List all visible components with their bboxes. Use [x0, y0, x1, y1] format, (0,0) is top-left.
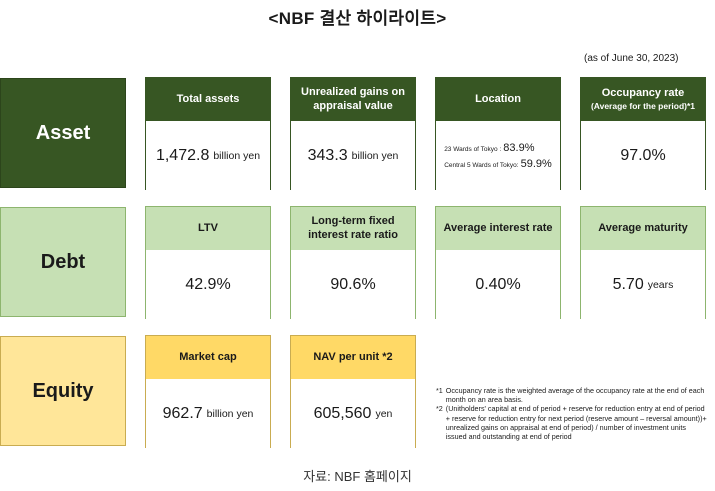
card-header: LTV — [146, 207, 270, 250]
category-asset: Asset — [0, 78, 126, 188]
card-header: Average maturity — [581, 207, 705, 250]
location-list: 23 Wards of Tokyo : 83.9% Central 5 Ward… — [444, 142, 552, 170]
card-header: Unrealized gains on appraisal value — [291, 78, 415, 121]
card-value: 90.6% — [330, 276, 376, 293]
card-body: 343.3 billion yen — [291, 121, 415, 191]
card-header: Total assets — [146, 78, 270, 121]
category-equity: Equity — [0, 336, 126, 446]
footnote-text: Occupancy rate is the weighted average o… — [445, 386, 705, 405]
footnotes: *1 Occupancy rate is the weighted averag… — [436, 386, 708, 441]
card-header-title: Occupancy rate — [601, 87, 685, 100]
location-row: Central 5 Wards of Tokyo: 59.9% — [444, 158, 552, 170]
card-unrealized-gains: Unrealized gains on appraisal value 343.… — [290, 77, 416, 191]
card-nav-per-unit: NAV per unit *2 605,560 yen — [290, 335, 416, 449]
card-body: 5.70 years — [581, 250, 705, 320]
card-total-assets: Total assets 1,472.8 billion yen — [145, 77, 271, 191]
card-market-cap: Market cap 962.7 billion yen — [145, 335, 271, 449]
footnote-text: (Unitholders' capital at end of period +… — [445, 404, 707, 442]
card-unit: billion yen — [351, 150, 399, 162]
card-occupancy-rate: Occupancy rate (Average for the period)*… — [580, 77, 706, 191]
card-value: 5.70 — [612, 276, 644, 293]
card-header: NAV per unit *2 — [291, 336, 415, 379]
card-value: 962.7 — [162, 405, 203, 422]
category-debt: Debt — [0, 207, 126, 317]
card-value: 605,560 — [313, 405, 372, 422]
location-row: 23 Wards of Tokyo : 83.9% — [444, 142, 552, 154]
card-body: 42.9% — [146, 250, 270, 320]
card-location: Location 23 Wards of Tokyo : 83.9% Centr… — [435, 77, 561, 191]
card-average-interest-rate: Average interest rate 0.40% — [435, 206, 561, 320]
card-body: 97.0% — [581, 121, 705, 191]
card-value: 1,472.8 — [155, 147, 210, 164]
page-title: <NBF 결산 하이라이트> — [268, 9, 447, 28]
card-value: 343.3 — [307, 147, 348, 164]
footnote: *2 (Unitholders' capital at end of perio… — [436, 404, 708, 441]
card-unit: billion yen — [206, 408, 254, 420]
location-area: 23 Wards of Tokyo : — [444, 146, 502, 153]
card-body: 90.6% — [291, 250, 415, 320]
card-header: Long-term fixed interest rate ratio — [291, 207, 415, 250]
card-body: 962.7 billion yen — [146, 379, 270, 449]
card-value: 0.40% — [475, 276, 521, 293]
card-body: 1,472.8 billion yen — [146, 121, 270, 191]
location-area: Central 5 Wards of Tokyo: — [444, 162, 519, 169]
card-body: 605,560 yen — [291, 379, 415, 449]
footnote: *1 Occupancy rate is the weighted averag… — [436, 386, 708, 404]
card-header: Occupancy rate (Average for the period)*… — [581, 78, 705, 121]
card-ltv: LTV 42.9% — [145, 206, 271, 320]
card-unit: billion yen — [213, 150, 261, 162]
as-of-date: (as of June 30, 2023) — [584, 53, 679, 64]
card-body: 23 Wards of Tokyo : 83.9% Central 5 Ward… — [436, 121, 560, 191]
card-value: 97.0% — [620, 147, 666, 164]
card-fixed-rate-ratio: Long-term fixed interest rate ratio 90.6… — [290, 206, 416, 320]
card-header: Location — [436, 78, 560, 121]
card-header: Average interest rate — [436, 207, 560, 250]
source-caption: 자료: NBF 홈페이지 — [303, 469, 412, 484]
location-pct: 83.9% — [503, 142, 535, 154]
card-body: 0.40% — [436, 250, 560, 320]
card-unit: yen — [375, 408, 393, 420]
footnote-key: *2 — [436, 404, 443, 414]
card-unit: years — [647, 279, 674, 291]
card-header: Market cap — [146, 336, 270, 379]
card-header-subtitle: (Average for the period)*1 — [590, 101, 696, 112]
card-value: 42.9% — [185, 276, 231, 293]
footnote-key: *1 — [436, 386, 443, 395]
location-pct: 59.9% — [520, 158, 552, 170]
card-average-maturity: Average maturity 5.70 years — [580, 206, 706, 320]
